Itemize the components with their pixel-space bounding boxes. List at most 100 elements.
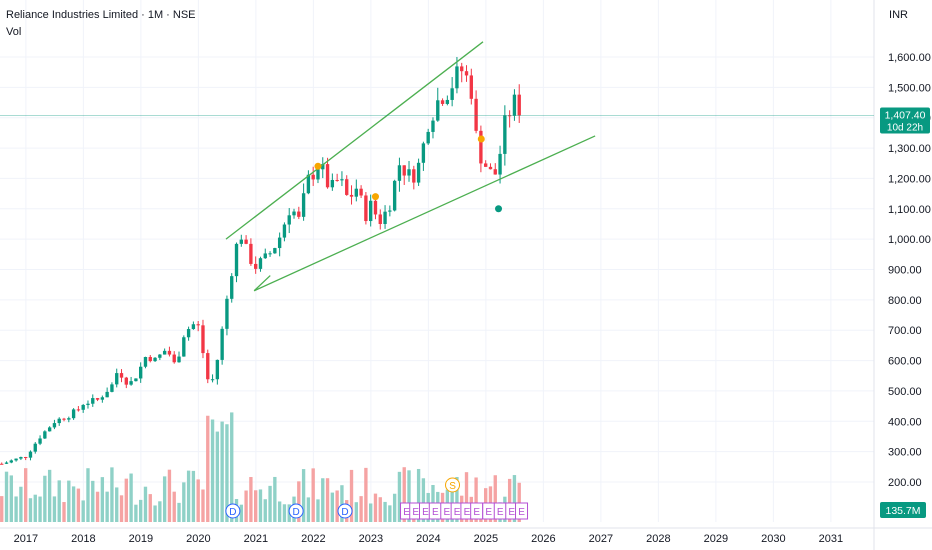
candle-body[interactable] (321, 164, 325, 170)
dividend-badge[interactable] (225, 503, 241, 519)
candle-body[interactable] (445, 99, 450, 104)
candle-body[interactable] (431, 120, 435, 132)
candle-body[interactable] (354, 188, 358, 197)
candle-body[interactable] (206, 353, 210, 380)
symbol-title[interactable]: Reliance Industries Limited · 1M · NSE (6, 9, 196, 21)
candle-body[interactable] (507, 115, 512, 117)
candle-body[interactable] (416, 162, 421, 183)
candle-body[interactable] (512, 94, 517, 116)
chart-markers[interactable] (314, 135, 503, 213)
candle-body[interactable] (450, 88, 454, 100)
event-badges[interactable]: D D D E E E E E E E E E E E ES (225, 477, 529, 520)
candle-body[interactable] (369, 200, 373, 222)
price-axis[interactable]: 1,600.001,500.001,400.001,300.001,200.00… (888, 52, 931, 489)
candle-body[interactable] (340, 179, 344, 181)
candle-body[interactable] (330, 179, 335, 188)
candle-body[interactable] (287, 215, 291, 225)
candle-body[interactable] (455, 66, 459, 89)
candle-body[interactable] (76, 409, 81, 411)
candle-body[interactable] (297, 211, 301, 217)
candle-body[interactable] (392, 180, 397, 211)
candle-body[interactable] (273, 248, 277, 254)
candle-body[interactable] (14, 458, 18, 461)
volume-legend[interactable]: Vol (6, 26, 22, 38)
candle-body[interactable] (119, 373, 124, 378)
candle-body[interactable] (258, 258, 263, 269)
candle-body[interactable] (349, 194, 354, 197)
candle-body[interactable] (162, 350, 167, 355)
candle-body[interactable] (100, 397, 105, 400)
marker-dot[interactable] (371, 193, 379, 201)
candle-body[interactable] (316, 169, 320, 180)
candle-body[interactable] (239, 239, 243, 244)
candle-body[interactable] (167, 350, 172, 355)
dividend-badge[interactable] (288, 503, 304, 519)
candle-body[interactable] (345, 179, 349, 195)
candle-body[interactable] (335, 179, 339, 181)
candle-body[interactable] (143, 356, 148, 367)
candle-body[interactable] (86, 403, 90, 405)
split-badge[interactable] (445, 477, 461, 493)
candle-body[interactable] (67, 418, 71, 420)
marker-dot[interactable] (314, 162, 322, 170)
candle-body[interactable] (440, 100, 445, 104)
candle-body[interactable] (24, 457, 28, 459)
candle-body[interactable] (263, 253, 267, 259)
candle-body[interactable] (124, 377, 128, 385)
candle-body[interactable] (474, 98, 478, 131)
candle-body[interactable] (57, 418, 61, 424)
candle-body[interactable] (292, 211, 296, 216)
earnings-badge[interactable] (515, 502, 529, 520)
candle-body[interactable] (311, 174, 315, 180)
candle-body[interactable] (373, 200, 378, 215)
candle-body[interactable] (153, 357, 157, 362)
candle-body[interactable] (81, 404, 85, 410)
candle-body[interactable] (4, 462, 9, 464)
candle-body[interactable] (498, 153, 502, 175)
candle-body[interactable] (268, 253, 272, 255)
candle-body[interactable] (139, 366, 143, 379)
candle-body[interactable] (62, 418, 66, 420)
candle-body[interactable] (282, 224, 287, 238)
trendline[interactable] (225, 41, 484, 240)
candle-body[interactable] (244, 239, 248, 244)
candle-body[interactable] (460, 66, 464, 72)
candle-body[interactable] (201, 325, 205, 354)
candle-body[interactable] (388, 210, 392, 212)
candle-body[interactable] (47, 427, 52, 432)
candle-body[interactable] (38, 438, 42, 444)
candle-body[interactable] (95, 398, 100, 400)
candle-body[interactable] (33, 443, 37, 452)
trendline[interactable] (253, 275, 271, 292)
candle-body[interactable] (383, 211, 387, 225)
time-axis[interactable]: 2017 2018 2019 2020 2021 2022 2023 2024 2025 2026… (14, 533, 843, 545)
candle-body[interactable] (249, 243, 253, 264)
candle-body[interactable] (306, 174, 311, 194)
candle-body[interactable] (464, 71, 469, 76)
candle-body[interactable] (148, 356, 152, 362)
candle-body[interactable] (172, 354, 176, 363)
candle-body[interactable] (191, 324, 196, 330)
trendline[interactable] (253, 135, 596, 292)
currency-label[interactable]: INR (889, 9, 908, 21)
marker-dot[interactable] (477, 135, 485, 143)
candle-body[interactable] (484, 163, 488, 167)
candle-body[interactable] (186, 329, 191, 338)
candle-body[interactable] (196, 324, 200, 326)
candle-body[interactable] (479, 130, 483, 164)
candle-body[interactable] (0, 463, 4, 465)
candle-body[interactable] (426, 131, 430, 144)
candle-body[interactable] (407, 169, 411, 176)
candle-body[interactable] (230, 276, 234, 299)
candle-body[interactable] (421, 143, 426, 163)
candle-body[interactable] (325, 164, 330, 188)
dividend-badge[interactable] (337, 503, 353, 519)
candle-body[interactable] (220, 328, 224, 360)
candle-body[interactable] (397, 165, 402, 181)
candle-body[interactable] (110, 384, 114, 392)
candle-body[interactable] (43, 431, 47, 439)
candles[interactable] (0, 57, 521, 465)
candle-body[interactable] (71, 409, 76, 419)
candle-body[interactable] (301, 193, 306, 217)
